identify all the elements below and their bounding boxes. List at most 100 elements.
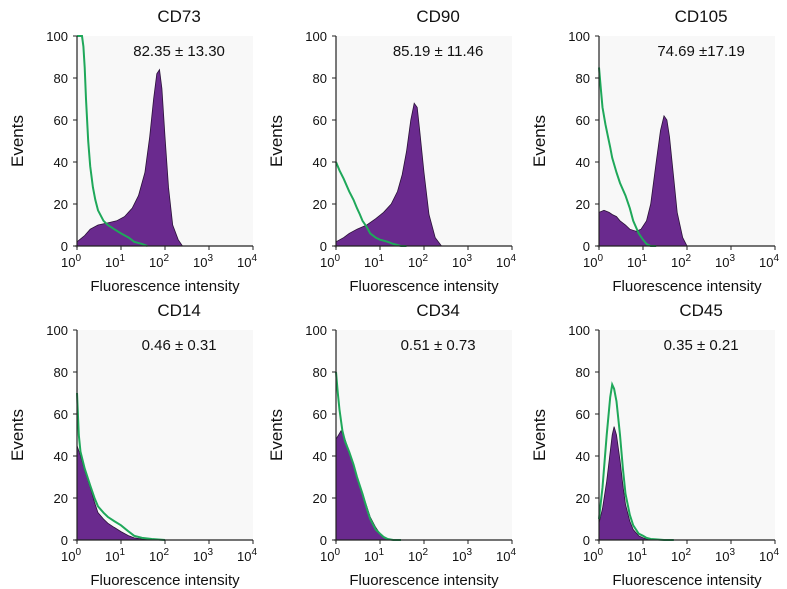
x-tick-base: 10 bbox=[496, 255, 510, 270]
x-tick-label: 103 bbox=[452, 253, 472, 270]
x-tick-exponent: 0 bbox=[597, 547, 603, 558]
x-tick-exponent: 1 bbox=[119, 547, 125, 558]
x-tick-exponent: 1 bbox=[378, 253, 384, 264]
x-tick-exponent: 3 bbox=[466, 253, 472, 264]
x-tick-exponent: 0 bbox=[75, 547, 81, 558]
series-control-line bbox=[77, 35, 148, 247]
x-tick-exponent: 4 bbox=[510, 547, 516, 558]
x-tick-exponent: 2 bbox=[422, 253, 428, 264]
x-tick-exponent: 2 bbox=[685, 547, 691, 558]
x-tick-label: 104 bbox=[237, 253, 257, 270]
y-tick-label: 20 bbox=[576, 491, 590, 506]
x-tick-exponent: 2 bbox=[163, 253, 169, 264]
panel-stat-value: 0.35 ± 0.21 bbox=[664, 337, 739, 354]
y-tick-label: 0 bbox=[61, 533, 68, 548]
y-tick-label: 20 bbox=[54, 491, 68, 506]
x-tick-label: 104 bbox=[496, 253, 516, 270]
x-tick-exponent: 4 bbox=[251, 547, 257, 558]
y-axis-label: Events bbox=[267, 115, 286, 167]
y-tick-label: 20 bbox=[54, 197, 68, 212]
panel-stat-value: 82.35 ± 13.30 bbox=[133, 43, 225, 60]
x-axis-label: Fluorescence intensity bbox=[612, 572, 762, 589]
x-axis-label: Fluorescence intensity bbox=[90, 278, 240, 295]
y-tick-label: 80 bbox=[313, 365, 327, 380]
x-axis-label: Fluorescence intensity bbox=[349, 572, 499, 589]
y-tick-label: 0 bbox=[583, 239, 590, 254]
x-tick-label: 104 bbox=[759, 547, 779, 564]
series-stained-histogram bbox=[598, 114, 688, 247]
x-tick-label: 104 bbox=[496, 547, 516, 564]
y-tick-label: 80 bbox=[576, 71, 590, 86]
y-tick-label: 40 bbox=[576, 449, 590, 464]
x-tick-exponent: 4 bbox=[773, 547, 779, 558]
x-tick-label: 104 bbox=[237, 547, 257, 564]
x-tick-exponent: 2 bbox=[422, 547, 428, 558]
panel-title: CD45 bbox=[679, 301, 722, 320]
x-tick-exponent: 4 bbox=[510, 253, 516, 264]
x-tick-base: 10 bbox=[627, 255, 641, 270]
y-tick-label: 60 bbox=[576, 407, 590, 422]
x-tick-label: 100 bbox=[583, 253, 603, 270]
y-tick-label: 80 bbox=[576, 365, 590, 380]
x-tick-exponent: 0 bbox=[334, 547, 340, 558]
plot-area bbox=[77, 330, 253, 540]
x-tick-base: 10 bbox=[105, 255, 119, 270]
x-tick-base: 10 bbox=[671, 549, 685, 564]
y-tick-label: 100 bbox=[46, 323, 68, 338]
x-tick-base: 10 bbox=[105, 549, 119, 564]
x-tick-label: 102 bbox=[408, 253, 428, 270]
y-axis-label: Events bbox=[530, 115, 549, 167]
y-tick-label: 100 bbox=[305, 29, 327, 44]
x-tick-exponent: 3 bbox=[466, 547, 472, 558]
series-control-line bbox=[335, 371, 401, 541]
x-tick-label: 101 bbox=[105, 253, 125, 270]
x-tick-exponent: 2 bbox=[163, 547, 169, 558]
x-tick-exponent: 0 bbox=[334, 253, 340, 264]
x-tick-label: 101 bbox=[627, 547, 647, 564]
series-stained-histogram bbox=[335, 102, 443, 247]
x-tick-base: 10 bbox=[583, 549, 597, 564]
x-tick-label: 100 bbox=[61, 253, 81, 270]
x-tick-base: 10 bbox=[149, 549, 163, 564]
x-tick-label: 100 bbox=[583, 547, 603, 564]
y-tick-label: 60 bbox=[54, 407, 68, 422]
y-tick-label: 100 bbox=[568, 29, 590, 44]
x-axis-label: Fluorescence intensity bbox=[90, 572, 240, 589]
x-tick-label: 102 bbox=[408, 547, 428, 564]
x-tick-exponent: 4 bbox=[773, 253, 779, 264]
x-tick-exponent: 2 bbox=[685, 253, 691, 264]
x-tick-exponent: 1 bbox=[378, 547, 384, 558]
x-tick-exponent: 4 bbox=[251, 253, 257, 264]
y-tick-label: 40 bbox=[576, 155, 590, 170]
x-tick-label: 103 bbox=[193, 253, 213, 270]
x-tick-label: 100 bbox=[61, 547, 81, 564]
x-axis-label: Fluorescence intensity bbox=[349, 278, 499, 295]
y-axis-label: Events bbox=[8, 409, 27, 461]
x-tick-base: 10 bbox=[452, 549, 466, 564]
y-tick-label: 100 bbox=[568, 323, 590, 338]
x-tick-base: 10 bbox=[237, 549, 251, 564]
x-tick-exponent: 3 bbox=[207, 547, 213, 558]
y-tick-label: 60 bbox=[576, 113, 590, 128]
y-tick-label: 100 bbox=[46, 29, 68, 44]
x-tick-label: 101 bbox=[627, 253, 647, 270]
panel-title: CD34 bbox=[416, 301, 459, 320]
x-tick-label: 101 bbox=[364, 253, 384, 270]
panel-title: CD90 bbox=[416, 7, 459, 26]
panel-stat-value: 85.19 ± 11.46 bbox=[393, 43, 484, 60]
x-tick-base: 10 bbox=[61, 255, 75, 270]
y-tick-label: 20 bbox=[576, 197, 590, 212]
x-tick-label: 102 bbox=[671, 253, 691, 270]
x-tick-base: 10 bbox=[408, 549, 422, 564]
y-tick-label: 80 bbox=[313, 71, 327, 86]
y-axis-label: Events bbox=[8, 115, 27, 167]
x-tick-label: 101 bbox=[364, 547, 384, 564]
x-tick-base: 10 bbox=[759, 549, 773, 564]
x-tick-label: 103 bbox=[715, 547, 735, 564]
x-tick-base: 10 bbox=[320, 255, 334, 270]
x-tick-base: 10 bbox=[496, 549, 510, 564]
